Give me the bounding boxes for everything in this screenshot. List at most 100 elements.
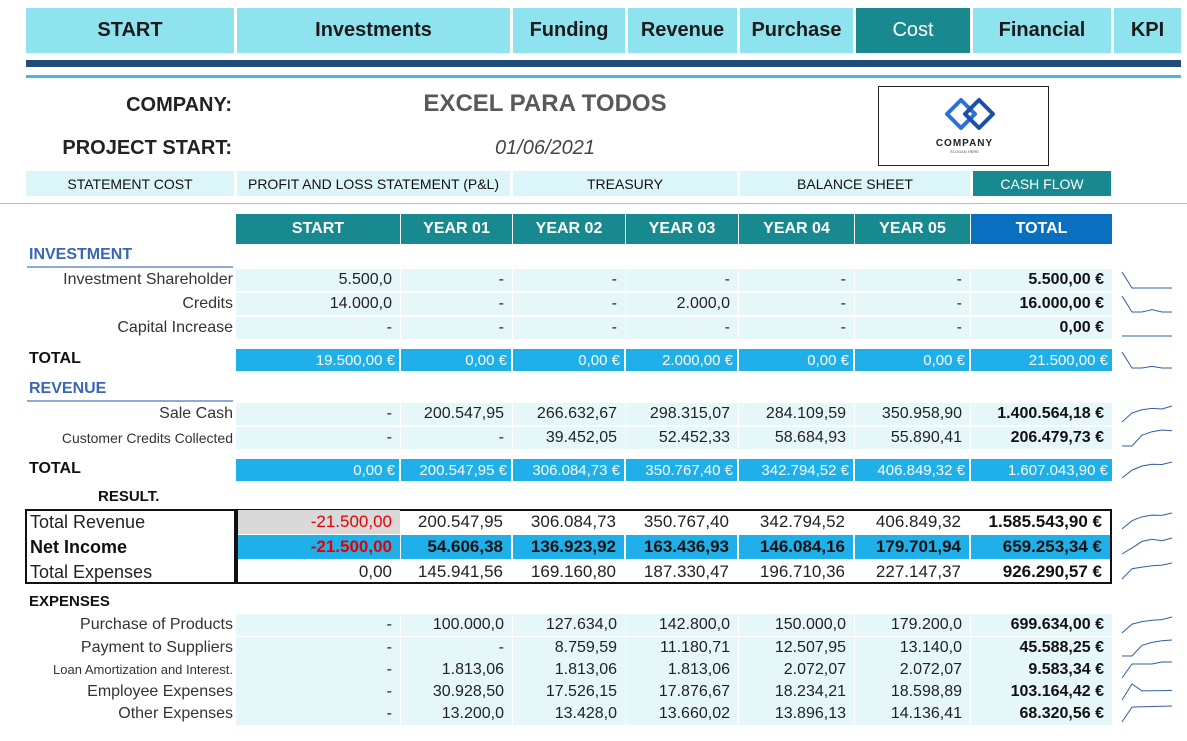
subtab-statement-cost[interactable]: STATEMENT COST xyxy=(26,171,234,196)
nav-cost[interactable]: Cost xyxy=(856,8,970,53)
col-header-year03: YEAR 03 xyxy=(626,214,738,244)
expenses-row-label: Loan Amortization and Interest. xyxy=(53,662,233,677)
nav-financial[interactable]: Financial xyxy=(973,8,1111,53)
expenses-cell: 13.140,0 xyxy=(855,637,970,659)
logo-text: COMPANY xyxy=(935,138,994,149)
revenue-underline xyxy=(27,400,233,402)
expenses-row-total: 45.588,25 € xyxy=(971,637,1112,659)
expenses-cell: 17.876,67 xyxy=(626,681,738,703)
investment-cell: - xyxy=(739,317,854,339)
revenue-total-cell: 0,00 € xyxy=(236,459,399,481)
expenses-cell: 1.813,06 xyxy=(513,659,625,681)
revenue-cell: - xyxy=(236,403,400,425)
expenses-cell: 1.813,06 xyxy=(401,659,512,681)
result-cell: 196.710,36 xyxy=(759,562,845,581)
investment-cell: 14.000,0 xyxy=(236,293,400,315)
project-start-date: 01/06/2021 xyxy=(494,137,596,159)
expenses-cell: - xyxy=(236,637,400,659)
subtab-pnl[interactable]: PROFIT AND LOSS STATEMENT (P&L) xyxy=(237,171,510,196)
nav-kpi[interactable]: KPI xyxy=(1114,8,1181,53)
company-logo: COMPANY SLOGAN HERE xyxy=(878,86,1049,166)
expenses-cell: 127.634,0 xyxy=(513,614,625,636)
result-row-label: Total Expenses xyxy=(30,562,153,582)
investment-total-cell: 0,00 € xyxy=(513,349,624,371)
expenses-row-label: Payment to Suppliers xyxy=(80,639,233,656)
subtab-cash-flow[interactable]: CASH FLOW xyxy=(973,171,1111,196)
result-cell: 146.084,16 xyxy=(739,535,853,559)
sparkline xyxy=(1121,683,1173,701)
nav-start[interactable]: START xyxy=(26,8,234,53)
expenses-cell: - xyxy=(236,703,400,725)
revenue-cell: 58.684,93 xyxy=(739,427,854,449)
expenses-cell: 13.428,0 xyxy=(513,703,625,725)
expenses-cell: 12.507,95 xyxy=(739,637,854,659)
investment-cell: - xyxy=(855,293,970,315)
investment-cell: - xyxy=(401,317,512,339)
result-cell: 163.436,93 xyxy=(626,535,737,559)
investment-row-total: 16.000,00 € xyxy=(971,293,1112,315)
expenses-title: EXPENSES xyxy=(29,593,110,610)
expenses-cell: 2.072,07 xyxy=(739,659,854,681)
result-values-box xyxy=(236,509,1112,584)
expenses-row-total: 68.320,56 € xyxy=(971,703,1112,725)
revenue-row-total: 206.479,73 € xyxy=(971,427,1112,449)
col-header-year05: YEAR 05 xyxy=(855,214,970,244)
result-row-label: Total Revenue xyxy=(30,512,146,532)
expenses-cell: 179.200,0 xyxy=(855,614,970,636)
investment-cell: - xyxy=(513,317,625,339)
investment-cell: - xyxy=(739,293,854,315)
nav-purchase[interactable]: Purchase xyxy=(740,8,853,53)
revenue-cell: 350.958,90 xyxy=(855,403,970,425)
investment-total-cell: 19.500,00 € xyxy=(236,349,399,371)
company-label: COMPANY: xyxy=(126,94,232,116)
investment-total-cell: 0,00 € xyxy=(739,349,853,371)
revenue-row-label: Sale Cash xyxy=(159,405,233,422)
investment-cell: - xyxy=(739,269,854,291)
investment-title: INVESTMENT xyxy=(29,246,133,263)
investment-cell: - xyxy=(855,269,970,291)
expenses-row-label: Employee Expenses xyxy=(87,683,233,700)
result-row-total: 1.585.543,90 € xyxy=(988,512,1102,531)
logo-slogan: SLOGAN HERE xyxy=(950,149,979,154)
expenses-cell: 18.598,89 xyxy=(855,681,970,703)
revenue-cell: 284.109,59 xyxy=(739,403,854,425)
investment-row-label: Credits xyxy=(182,295,233,312)
result-cell: 350.767,40 xyxy=(643,512,729,531)
nav-revenue[interactable]: Revenue xyxy=(628,8,737,53)
expenses-cell: 150.000,0 xyxy=(739,614,854,636)
result-label-box xyxy=(25,509,236,584)
expenses-cell: - xyxy=(236,614,400,636)
sparkline xyxy=(1122,639,1173,657)
expenses-cell: 17.526,15 xyxy=(513,681,625,703)
sparkline xyxy=(1121,405,1173,423)
expenses-row-total: 103.164,42 € xyxy=(971,681,1112,703)
sparkline xyxy=(1121,537,1173,555)
result-cell: 342.794,52 xyxy=(759,512,845,531)
col-header-start: START xyxy=(236,214,400,244)
revenue-cell: 39.452,05 xyxy=(513,427,625,449)
expenses-cell: 142.800,0 xyxy=(626,614,738,636)
sparkline xyxy=(1121,461,1173,479)
result-row-total: 926.290,57 € xyxy=(1002,562,1102,581)
subtab-balance-sheet[interactable]: BALANCE SHEET xyxy=(740,171,970,196)
nav-funding[interactable]: Funding xyxy=(513,8,625,53)
revenue-cell: 52.452,33 xyxy=(626,427,738,449)
result-cell: 136.923,92 xyxy=(513,535,624,559)
investment-row-label: Investment Shareholder xyxy=(63,271,233,288)
expenses-cell: 13.896,13 xyxy=(739,703,854,725)
revenue-row-label: Customer Credits Collected xyxy=(61,430,233,446)
expenses-cell: 8.759,59 xyxy=(513,637,625,659)
result-row-total: 659.253,34 € xyxy=(971,535,1110,559)
project-start-label: PROJECT START: xyxy=(62,137,232,159)
header-divider-light xyxy=(26,75,1181,78)
subtab-treasury[interactable]: TREASURY xyxy=(513,171,737,196)
revenue-cell: 200.547,95 xyxy=(401,403,512,425)
investment-cell: - xyxy=(855,317,970,339)
result-cell: 145.941,56 xyxy=(417,562,503,581)
result-cell: 200.547,95 xyxy=(417,512,503,531)
expenses-cell: 18.234,21 xyxy=(739,681,854,703)
expenses-cell: 11.180,71 xyxy=(626,637,738,659)
nav-investments[interactable]: Investments xyxy=(237,8,510,53)
result-cell: 406.849,32 xyxy=(875,512,961,531)
result-cell: 169.160,80 xyxy=(530,562,616,581)
